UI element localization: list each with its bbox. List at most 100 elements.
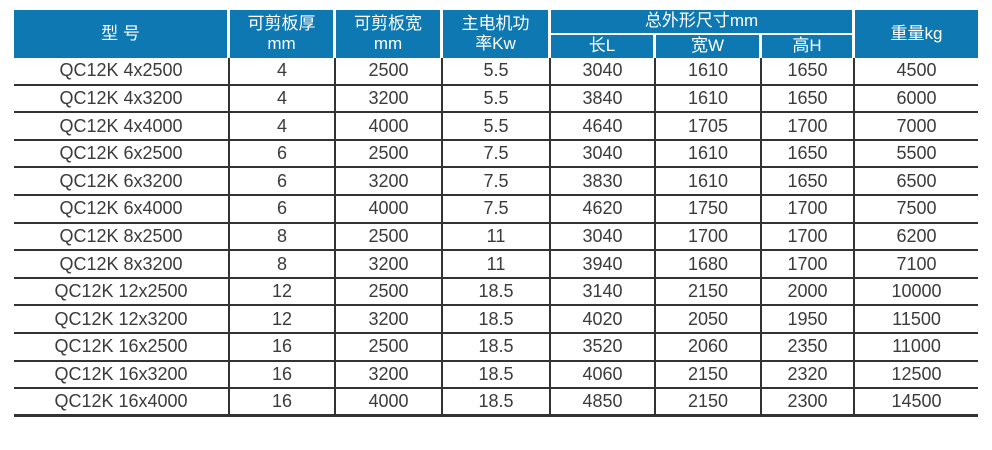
cell-length: 4640 — [551, 113, 656, 141]
cell-thickness: 8 — [230, 251, 336, 279]
cell-length: 3140 — [551, 278, 656, 307]
col-header-power-line2: 率Kw — [475, 33, 516, 53]
header-row-sub: 长L 宽W 高H — [14, 35, 978, 59]
spec-row: QC12K 12x3200 12 3200 18.5 4020 2050 195… — [14, 306, 979, 335]
spec-row: QC12K 16x3200 16 3200 18.5 4060 2150 232… — [14, 361, 979, 390]
cell-weight: 6000 — [855, 85, 979, 114]
cell-power: 18.5 — [443, 361, 551, 390]
col-header-length: 长L — [551, 35, 656, 59]
cell-model: QC12K 4x4000 — [14, 113, 230, 141]
cell-width: 1680 — [656, 251, 762, 279]
cell-width: 1610 — [656, 58, 762, 86]
cell-power: 7.5 — [443, 168, 551, 197]
cell-model: QC12K 8x2500 — [14, 223, 230, 252]
cell-weight: 11500 — [855, 306, 979, 335]
cell-height: 1700 — [762, 251, 856, 279]
cell-height: 2320 — [762, 361, 856, 390]
cell-model: QC12K 6x3200 — [14, 168, 230, 197]
cell-height: 1650 — [762, 168, 856, 197]
cell-length: 3840 — [551, 85, 656, 114]
cell-cut-width: 4000 — [336, 113, 443, 141]
cell-power: 11 — [443, 251, 551, 279]
cell-cut-width: 2500 — [336, 58, 443, 86]
col-header-weight: 重量kg — [855, 10, 979, 59]
cell-width: 2150 — [656, 278, 762, 307]
cell-cut-width: 3200 — [336, 85, 443, 114]
cell-thickness: 4 — [230, 85, 336, 114]
cell-model: QC12K 12x2500 — [14, 278, 230, 307]
cell-thickness: 16 — [230, 334, 336, 362]
cell-model: QC12K 8x3200 — [14, 251, 230, 279]
cell-length: 3520 — [551, 334, 656, 362]
cell-height: 1950 — [762, 306, 856, 335]
spec-row: QC12K 8x3200 8 3200 11 3940 1680 1700 71… — [14, 251, 979, 279]
cell-power: 18.5 — [443, 278, 551, 307]
cell-thickness: 16 — [230, 361, 336, 390]
cell-cut-width: 2500 — [336, 278, 443, 307]
spec-row: QC12K 6x4000 6 4000 7.5 4620 1750 1700 7… — [14, 196, 979, 224]
spec-row: QC12K 16x2500 16 2500 18.5 3520 2060 235… — [14, 334, 979, 362]
cell-height: 1650 — [762, 85, 856, 114]
cell-length: 3940 — [551, 251, 656, 279]
spec-table: 型 号 可剪板厚 mm 可剪板宽 mm 主电机功 率Kw 总外形尺寸mm 重量k… — [14, 10, 979, 417]
cell-height: 1650 — [762, 140, 856, 169]
cell-thickness: 12 — [230, 278, 336, 307]
cell-weight: 12500 — [855, 361, 979, 390]
spec-row: QC12K 4x4000 4 4000 5.5 4640 1705 1700 7… — [14, 113, 979, 141]
cell-cut-width: 3200 — [336, 306, 443, 335]
cell-power: 18.5 — [443, 306, 551, 335]
col-header-thickness-line1: 可剪板厚 — [247, 13, 316, 33]
cell-cut-width: 4000 — [336, 389, 443, 417]
col-header-cut-width-line2: mm — [373, 33, 403, 53]
cell-length: 3040 — [551, 223, 656, 252]
cell-thickness: 12 — [230, 306, 336, 335]
spec-row: QC12K 4x3200 4 3200 5.5 3840 1610 1650 6… — [14, 85, 979, 114]
col-header-width: 宽W — [656, 35, 762, 59]
cell-model: QC12K 6x4000 — [14, 196, 230, 224]
cell-width: 2060 — [656, 334, 762, 362]
cell-height: 1700 — [762, 223, 856, 252]
cell-power: 5.5 — [443, 85, 551, 114]
header-row-main: 型 号 可剪板厚 mm 可剪板宽 mm 主电机功 率Kw 总外形尺寸mm 重量k… — [14, 10, 979, 59]
cell-weight: 7500 — [855, 196, 979, 224]
col-header-power-line1: 主电机功 — [461, 13, 530, 33]
cell-weight: 4500 — [855, 58, 979, 86]
cell-thickness: 4 — [230, 58, 336, 86]
cell-model: QC12K 12x3200 — [14, 306, 230, 335]
cell-width: 2050 — [656, 306, 762, 335]
spec-row: QC12K 8x2500 8 2500 11 3040 1700 1700 62… — [14, 223, 979, 252]
col-header-power: 主电机功 率Kw — [443, 10, 551, 59]
spec-table-header: 型 号 可剪板厚 mm 可剪板宽 mm 主电机功 率Kw 总外形尺寸mm 重量k… — [14, 10, 979, 59]
col-header-cut-width: 可剪板宽 mm — [336, 10, 443, 59]
col-header-dimensions: 总外形尺寸mm — [551, 10, 856, 36]
cell-cut-width: 3200 — [336, 361, 443, 390]
cell-weight: 5500 — [855, 140, 979, 169]
cell-cut-width: 2500 — [336, 334, 443, 362]
cell-thickness: 4 — [230, 113, 336, 141]
cell-thickness: 16 — [230, 389, 336, 417]
spec-table-body: QC12K 4x2500 4 2500 5.5 3040 1610 1650 4… — [14, 58, 979, 417]
cell-model: QC12K 16x2500 — [14, 334, 230, 362]
cell-power: 18.5 — [443, 334, 551, 362]
spec-row: QC12K 6x2500 6 2500 7.5 3040 1610 1650 5… — [14, 140, 979, 169]
cell-thickness: 6 — [230, 168, 336, 197]
cell-cut-width: 2500 — [336, 223, 443, 252]
spec-row: QC12K 16x4000 16 4000 18.5 4850 2150 230… — [14, 389, 979, 417]
spec-row: QC12K 12x2500 12 2500 18.5 3140 2150 200… — [14, 278, 979, 307]
col-header-model: 型 号 — [14, 10, 230, 59]
col-header-thickness: 可剪板厚 mm — [230, 10, 336, 59]
cell-length: 3040 — [551, 140, 656, 169]
cell-thickness: 8 — [230, 223, 336, 252]
col-header-thickness-line2: mm — [267, 33, 296, 53]
cell-weight: 6200 — [855, 223, 979, 252]
cell-power: 7.5 — [443, 196, 551, 224]
col-header-cut-width-line1: 可剪板宽 — [354, 13, 422, 33]
cell-cut-width: 3200 — [336, 251, 443, 279]
cell-power: 5.5 — [443, 58, 551, 86]
spec-row: QC12K 4x2500 4 2500 5.5 3040 1610 1650 4… — [14, 58, 979, 86]
cell-height: 1700 — [762, 196, 856, 224]
cell-width: 1705 — [656, 113, 762, 141]
cell-length: 3040 — [551, 58, 656, 86]
cell-height: 1650 — [762, 58, 856, 86]
